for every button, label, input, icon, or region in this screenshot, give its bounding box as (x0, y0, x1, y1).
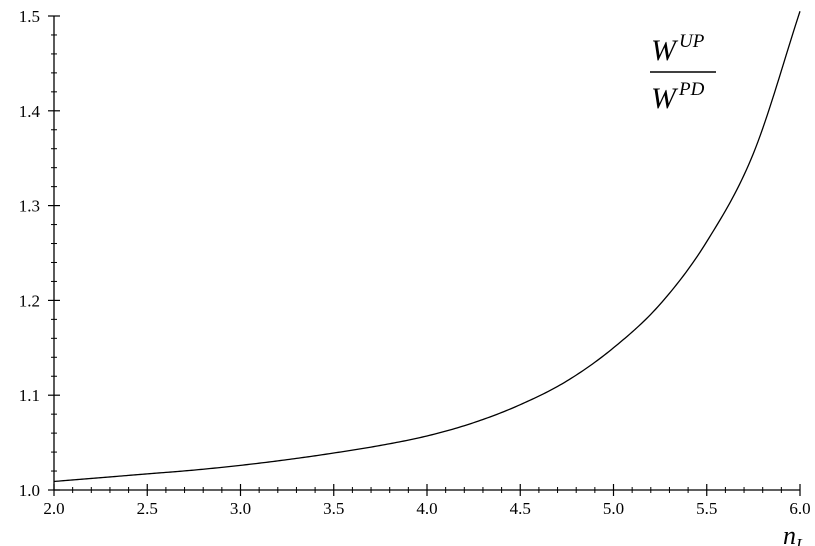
ratio-annotation: W UP W PD (650, 31, 716, 115)
y-tick-label: 1.4 (19, 102, 41, 121)
y-tick-label: 1.5 (19, 7, 40, 26)
y-tick-label: 1.0 (19, 481, 40, 500)
x-tick-label: 4.0 (416, 499, 437, 518)
x-tick-label: 5.5 (696, 499, 717, 518)
ticks (48, 15, 801, 496)
denominator-superscript: PD (678, 79, 705, 100)
y-tick-label: 1.1 (19, 386, 40, 405)
annotation-numerator: W UP (651, 31, 705, 67)
denominator-main: W (651, 82, 679, 115)
numerator-superscript: UP (679, 31, 705, 52)
x-tick-label: 2.0 (43, 499, 64, 518)
x-axis-label: nL (783, 521, 805, 546)
x-tick-label: 4.5 (510, 499, 531, 518)
tick-labels: 2.0 2.5 3.0 3.5 4.0 4.5 5.0 5.5 6.0 1.0 1.1 1.2 1.3 1… (19, 7, 811, 518)
x-axis-label-subscript: L (795, 535, 805, 546)
x-tick-label: 3.0 (230, 499, 251, 518)
y-tick-label: 1.3 (19, 197, 40, 216)
x-tick-label: 6.0 (789, 499, 810, 518)
y-tick-label: 1.2 (19, 291, 40, 310)
series-line (53, 11, 801, 483)
x-axis-label-main: n (783, 521, 796, 546)
x-tick-label: 2.5 (137, 499, 158, 518)
x-tick-label: 3.5 (323, 499, 344, 518)
annotation-denominator: W PD (651, 79, 705, 115)
numerator-main: W (651, 34, 679, 67)
x-tick-label: 5.0 (603, 499, 624, 518)
